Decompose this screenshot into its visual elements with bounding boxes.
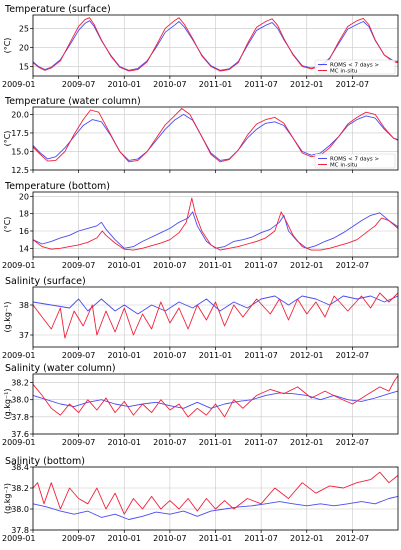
- y-tick-label: 12.5: [11, 166, 29, 175]
- panel-6: Salinity (bottom) 37.8 38.0 38.2 38.4 2009-01…: [2, 456, 399, 543]
- y-tick-label: 37.6: [11, 430, 29, 439]
- y-tick-label: 38.2: [11, 484, 29, 493]
- y-axis-label: (°C): [3, 38, 12, 54]
- y-tick-label: 17.5: [11, 129, 29, 138]
- series-line-mc: [32, 375, 399, 418]
- x-tick-label: 2012-07: [336, 534, 369, 543]
- y-tick-label: 38.4: [11, 463, 29, 472]
- x-tick-label: 2009-07: [62, 261, 95, 270]
- x-tick-label: 2011-07: [244, 351, 277, 360]
- x-tick-label: 2010-01: [108, 261, 141, 270]
- x-tick-label: 2010-07: [153, 534, 186, 543]
- y-tick-label: 15.0: [11, 147, 29, 156]
- legend-box: [314, 59, 396, 75]
- x-tick-label: 2009-07: [62, 438, 95, 447]
- x-tick-label: 2012-01: [290, 351, 323, 360]
- panel-title: Salinity (water column): [5, 363, 116, 374]
- panel-4: Salinity (surface) 37 38 2009-01 2009-07 2010…: [2, 276, 399, 360]
- series-line-roms: [32, 20, 399, 71]
- x-tick-label: 2012-07: [336, 438, 369, 447]
- series-line-mc: [32, 197, 399, 251]
- x-tick-label: 2010-07: [153, 438, 186, 447]
- legend: ROMS < 7 days >MC in-situ: [314, 59, 396, 75]
- series-line-mc: [32, 108, 399, 163]
- x-tick-label: 2012-07: [336, 261, 369, 270]
- series-line-roms: [32, 390, 399, 409]
- y-tick-label: 38.2: [11, 379, 29, 388]
- x-tick-label: 2009-07: [62, 351, 95, 360]
- panel-5: Salinity (water column) 37.6 37.8 38.0 38.2 2…: [2, 363, 399, 447]
- y-tick-label: 20: [19, 192, 29, 201]
- x-tick-label: 2011-01: [199, 261, 232, 270]
- series-line-roms: [32, 295, 399, 315]
- panel-title: Temperature (water column): [4, 96, 141, 107]
- x-tick-label: 2012-01: [290, 438, 323, 447]
- panel-title: Temperature (bottom): [4, 181, 110, 192]
- panel-2: Temperature (water column) 12.5 15.0 17.5 20…: [3, 96, 399, 175]
- series-line-roms: [32, 495, 399, 520]
- series-line-mc: [32, 292, 399, 339]
- legend-entry: MC in-situ: [330, 69, 357, 75]
- x-tick-label: 2010-01: [108, 80, 141, 89]
- y-tick-label: 38: [19, 301, 29, 310]
- x-tick-label: 2009-07: [62, 534, 95, 543]
- y-axis-label: (°C): [3, 217, 12, 233]
- y-axis-label: (g.kg⁻¹): [3, 301, 12, 332]
- y-tick-label: 37.8: [11, 526, 29, 535]
- x-tick-label: 2011-07: [244, 438, 277, 447]
- y-tick-label: 18: [19, 210, 29, 219]
- x-tick-label: 2012-07: [336, 80, 369, 89]
- x-tick-label: 2010-07: [153, 261, 186, 270]
- panel-title: Temperature (surface): [4, 4, 111, 15]
- x-tick-label: 2009-01: [2, 351, 35, 360]
- series-line-mc: [32, 471, 399, 515]
- legend-box: [314, 153, 396, 169]
- x-tick-label: 2011-01: [199, 80, 232, 89]
- y-tick-label: 25: [19, 24, 29, 33]
- panel-title: Salinity (surface): [5, 276, 86, 287]
- y-tick-label: 20: [19, 43, 29, 52]
- legend-entry: MC in-situ: [330, 163, 357, 169]
- x-tick-label: 2009-01: [2, 534, 35, 543]
- x-tick-label: 2012-07: [336, 351, 369, 360]
- x-tick-label: 2011-07: [244, 80, 277, 89]
- x-tick-label: 2010-07: [153, 351, 186, 360]
- x-tick-label: 2010-01: [108, 534, 141, 543]
- x-tick-label: 2011-07: [244, 261, 277, 270]
- x-tick-label: 2012-01: [290, 80, 323, 89]
- y-tick-label: 37: [19, 331, 29, 340]
- x-tick-label: 2011-07: [244, 534, 277, 543]
- legend-entry: ROMS < 7 days >: [330, 157, 379, 163]
- panel-1: Temperature (surface) 15 20 25 2009-01 2009-0…: [2, 4, 399, 89]
- y-tick-label: 37.8: [11, 413, 29, 422]
- x-tick-label: 2009-01: [2, 80, 35, 89]
- x-tick-label: 2012-01: [290, 261, 323, 270]
- x-tick-label: 2009-07: [62, 80, 95, 89]
- y-axis-label: (g.kg⁻¹): [3, 388, 12, 419]
- y-axis-label: (°C): [3, 131, 12, 147]
- x-tick-label: 2009-01: [2, 438, 35, 447]
- y-tick-label: 38.0: [11, 396, 29, 405]
- y-tick-label: 14: [19, 244, 29, 253]
- y-tick-label: 38.0: [11, 505, 29, 514]
- x-tick-label: 2011-01: [199, 534, 232, 543]
- y-axis-label: (g.kg⁻¹): [3, 483, 12, 514]
- panel-title: Salinity (bottom): [5, 456, 85, 467]
- legend: ROMS < 7 days >MC in-situ: [314, 153, 396, 169]
- x-tick-label: 2010-01: [108, 351, 141, 360]
- x-tick-label: 2012-01: [290, 534, 323, 543]
- panel-3: Temperature (bottom) 14 16 18 20 2009-01 2009-…: [2, 181, 399, 270]
- x-tick-label: 2010-01: [108, 438, 141, 447]
- series-line-mc: [32, 17, 399, 72]
- x-tick-label: 2010-07: [153, 80, 186, 89]
- x-tick-label: 2011-01: [199, 438, 232, 447]
- y-tick-label: 16: [19, 227, 29, 236]
- x-tick-label: 2009-01: [2, 261, 35, 270]
- y-tick-label: 15: [19, 62, 29, 71]
- x-tick-label: 2011-01: [199, 351, 232, 360]
- legend-entry: ROMS < 7 days >: [330, 63, 379, 69]
- y-tick-label: 20.0: [11, 110, 29, 119]
